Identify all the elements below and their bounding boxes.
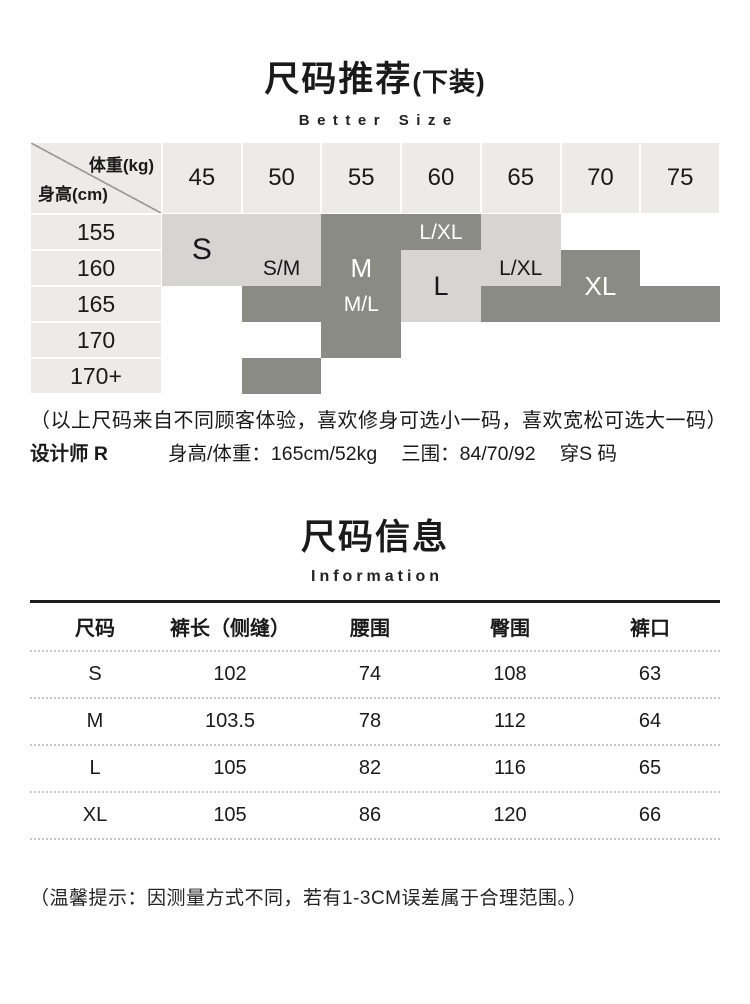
designer-info-row: 设计师 R 身高/体重：165cm/52kg 三围：84/70/92 穿S 码 — [30, 442, 720, 466]
size-value-cell: 112 — [494, 710, 526, 732]
matrix-band-cell — [401, 250, 481, 286]
matrix-band-cell — [480, 214, 561, 250]
designer-height-weight: 身高/体重：165cm/52kg — [168, 443, 378, 465]
info-table-row-s: S 102 74 108 63 — [30, 652, 720, 699]
size-label-xl: XL — [584, 271, 617, 301]
height-row-165: 165 — [30, 286, 162, 322]
matrix-band-cell — [480, 250, 561, 286]
info-table-row-m: M 103.5 78 112 64 — [30, 699, 720, 746]
size-guide-page: 尺码推荐(下装) Better Size 体重(kg) 身高(cm) 45 50 5… — [0, 58, 750, 1004]
section-size-info: 尺码信息 Information 尺码 裤长（侧缝） 腰围 臀围 裤口 S 102 74 108… — [0, 516, 750, 912]
info-table-header-row: 尺码 裤长（侧缝） 腰围 臀围 裤口 — [30, 603, 720, 652]
matrix-band-cell — [241, 214, 322, 250]
matrix-band-cell — [560, 250, 641, 286]
designer-name: 设计师 R — [30, 443, 109, 465]
matrix-band-cell — [162, 214, 242, 250]
size-matrix: 体重(kg) 身高(cm) 45 50 55 60 65 70 75 155 160 165 170… — [30, 142, 720, 394]
weight-col-60: 60 — [401, 142, 481, 214]
weight-axis-label: 体重(kg) — [88, 156, 154, 175]
size-name-cell: XL — [82, 804, 108, 826]
size-label-s: S — [191, 233, 212, 266]
size-value-cell: 78 — [358, 710, 382, 732]
size-value-cell: 64 — [638, 710, 662, 732]
matrix-band-cell — [321, 286, 402, 322]
size-label-s-m: S/M — [262, 256, 301, 280]
size-value-cell: 108 — [493, 663, 527, 685]
size-label-m: M — [350, 253, 373, 283]
size-label-m-l: M/L — [343, 292, 379, 316]
weight-col-70: 70 — [560, 142, 641, 214]
height-row-170+: 170+ — [30, 358, 162, 394]
size-info-table: 尺码 裤长（侧缝） 腰围 臀围 裤口 S 102 74 108 63 M 103.5 78 112 64 L 1… — [30, 600, 720, 840]
weight-col-55: 55 — [321, 142, 402, 214]
matrix-band-cell — [401, 214, 481, 250]
height-axis-label: 身高(cm) — [38, 185, 108, 204]
info-column-header: 裤长（侧缝） — [170, 618, 290, 640]
matrix-band-cell — [321, 214, 402, 250]
recommend-title: 尺码推荐(下装) — [0, 58, 750, 104]
size-value-cell: 120 — [493, 804, 527, 826]
matrix-band-cell — [321, 322, 402, 358]
size-value-cell: 105 — [213, 757, 247, 779]
matrix-band-cell — [640, 286, 720, 322]
recommend-note: （以上尺码来自不同顾客体验，喜欢修身可选小一码，喜欢宽松可选大一码） — [30, 410, 727, 432]
matrix-band-cell — [241, 250, 322, 286]
weight-col-50: 50 — [241, 142, 322, 214]
section-size-recommend: 尺码推荐(下装) Better Size 体重(kg) 身高(cm) 45 50 5… — [0, 58, 750, 466]
size-label-l-xl: L/XL — [499, 256, 543, 280]
matrix-band-cell — [480, 286, 561, 322]
height-row-155: 155 — [30, 214, 162, 250]
size-label-l-xl: L/XL — [419, 220, 463, 244]
info-column-header: 臀围 — [490, 618, 530, 640]
weight-col-75: 75 — [640, 142, 720, 214]
size-value-cell: 116 — [494, 757, 526, 779]
size-value-cell: 82 — [358, 757, 382, 779]
recommend-title-suffix: (下装) — [412, 67, 486, 97]
size-value-cell: 103.5 — [204, 710, 256, 732]
size-value-cell: 102 — [213, 663, 247, 685]
measure-tip-note: （温馨提示：因测量方式不同，若有1-3CM误差属于合理范围。） — [30, 888, 588, 909]
recommend-title-main: 尺码推荐 — [264, 60, 413, 99]
matrix-band-cell — [241, 286, 322, 322]
size-value-cell: 66 — [638, 804, 662, 826]
matrix-band-cell — [162, 250, 242, 286]
matrix-band-cell — [560, 286, 641, 322]
info-title: 尺码信息 — [300, 518, 449, 557]
size-name-cell: M — [86, 710, 104, 732]
matrix-band-cell — [241, 358, 322, 394]
size-name-cell: L — [89, 757, 101, 779]
matrix-corner-cell: 体重(kg) 身高(cm) — [30, 142, 162, 214]
info-table-row-xl: XL 105 86 120 66 — [30, 793, 720, 840]
info-subtitle-en: Information — [311, 568, 443, 585]
weight-col-45: 45 — [162, 142, 242, 214]
recommend-subtitle-en: Better Size — [298, 112, 459, 129]
size-value-cell: 86 — [358, 804, 382, 826]
info-column-header: 尺码 — [75, 618, 115, 640]
size-value-cell: 65 — [638, 757, 662, 779]
size-value-cell: 74 — [358, 663, 382, 685]
info-column-header: 腰围 — [350, 618, 390, 640]
size-name-cell: S — [88, 663, 102, 685]
info-column-header: 裤口 — [630, 618, 670, 640]
matrix-band-cell — [401, 286, 481, 322]
designer-wears-size: 穿S 码 — [559, 443, 618, 465]
height-row-170: 170 — [30, 322, 162, 358]
matrix-band-cell — [321, 250, 402, 286]
height-row-160: 160 — [30, 250, 162, 286]
size-value-cell: 63 — [638, 663, 662, 685]
designer-measurements: 三围：84/70/92 — [401, 443, 536, 465]
info-table-row-l: L 105 82 116 65 — [30, 746, 720, 793]
size-value-cell: 105 — [213, 804, 247, 826]
size-label-l: L — [433, 270, 449, 301]
weight-col-65: 65 — [480, 142, 561, 214]
